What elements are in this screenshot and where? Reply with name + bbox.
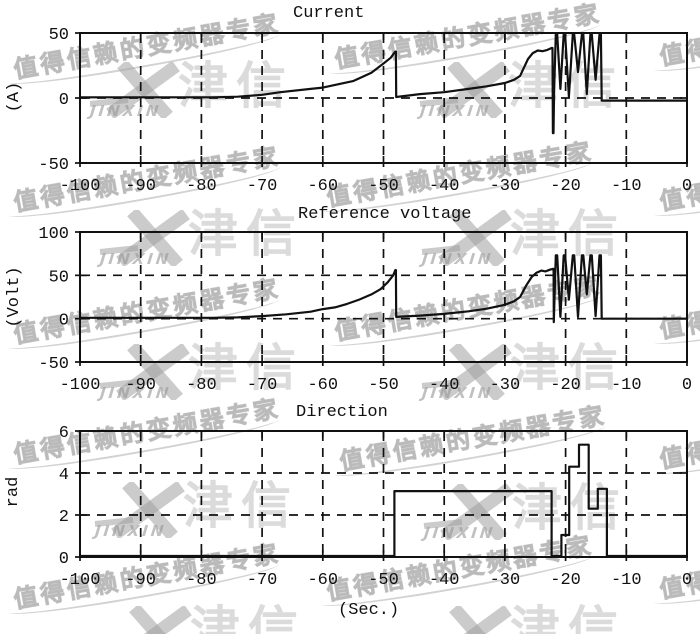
x-tick-label: -90 [125,376,156,395]
y-axis-label-direction: rad [4,476,23,508]
x-tick-label: 0 [682,376,692,395]
x-tick-label: -40 [429,571,460,590]
y-tick-label: 6 [59,424,69,443]
jinxin-x-icon [419,62,510,118]
jinxin-x-icon [89,62,180,118]
x-tick-label: -60 [307,571,338,590]
x-tick-label: -30 [490,571,521,590]
chart-title-direction: Direction [296,403,388,422]
watermark-brand-cn: 津信 [178,57,294,115]
x-tick-label: 0 [682,571,692,590]
jinxin-x-icon [449,606,512,634]
y-tick-label: 0 [59,91,69,110]
x-tick-label: -70 [247,376,278,395]
y-axis-label-reference-voltage: (Volt) [5,266,24,328]
watermark-brand-cn: 津信 [510,601,626,634]
x-tick-label: -20 [550,571,581,590]
y-axis-label-current: (A) [5,81,24,113]
jinxin-x-icon [421,210,512,266]
trace-reference-voltage [78,254,689,324]
trace-direction [78,443,689,558]
x-tick-label: 0 [682,177,692,196]
y-tick-label: 100 [38,225,69,244]
chart-title-current: Current [293,4,365,23]
jinxin-x-icon [99,210,190,266]
x-tick-label: -100 [60,376,101,395]
x-tick-label: -20 [550,177,581,196]
y-tick-label: 50 [49,268,69,287]
x-tick-label: -70 [247,571,278,590]
watermark-brand-cn: 津信 [188,339,304,397]
x-tick-label: -100 [60,177,101,196]
trace-current [78,33,689,135]
x-tick-label: -10 [611,376,642,395]
x-tick-label: -80 [186,571,217,590]
jinxin-x-icon [129,606,192,634]
x-tick-label: -90 [125,571,156,590]
x-tick-label: -60 [307,376,338,395]
watermark-brand-cn: 津信 [190,601,306,634]
y-tick-label: 0 [59,312,69,331]
x-tick-label: -80 [186,177,217,196]
x-tick-label: -50 [368,177,399,196]
x-tick-label: -20 [550,376,581,395]
x-tick-label: -100 [60,571,101,590]
jinxin-x-icon [421,344,512,400]
x-axis-label-seconds: (Sec.) [338,601,400,620]
x-tick-label: -50 [368,571,399,590]
watermark-brand-cn: 津信 [510,339,626,397]
y-tick-label: -50 [38,156,69,175]
x-tick-label: -40 [429,376,460,395]
x-tick-label: -70 [247,177,278,196]
x-tick-label: -10 [611,177,642,196]
x-tick-label: -50 [368,376,399,395]
x-tick-label: -30 [490,376,521,395]
x-tick-label: -30 [490,177,521,196]
x-tick-label: -40 [429,177,460,196]
watermark-brand-cn: 津信 [510,205,626,263]
y-tick-label: 0 [59,550,69,569]
x-tick-label: -10 [611,571,642,590]
x-tick-label: -80 [186,376,217,395]
jinxin-x-icon [94,482,185,538]
jinxin-x-icon [423,484,514,540]
x-tick-label: -60 [307,177,338,196]
chart-1: -100 -90 -80 -70 -60 -50 -40 -30 -20 -10 0100500-5… [38,225,692,395]
y-tick-label: 4 [59,466,69,485]
jinxin-x-icon [99,344,190,400]
watermark-brand-cn: 津信 [188,205,304,263]
chart-title-reference-voltage: Reference voltage [298,205,472,224]
y-tick-label: 50 [49,26,69,45]
y-tick-label: 2 [59,508,69,527]
y-tick-label: -50 [38,355,69,374]
x-tick-label: -90 [125,177,156,196]
